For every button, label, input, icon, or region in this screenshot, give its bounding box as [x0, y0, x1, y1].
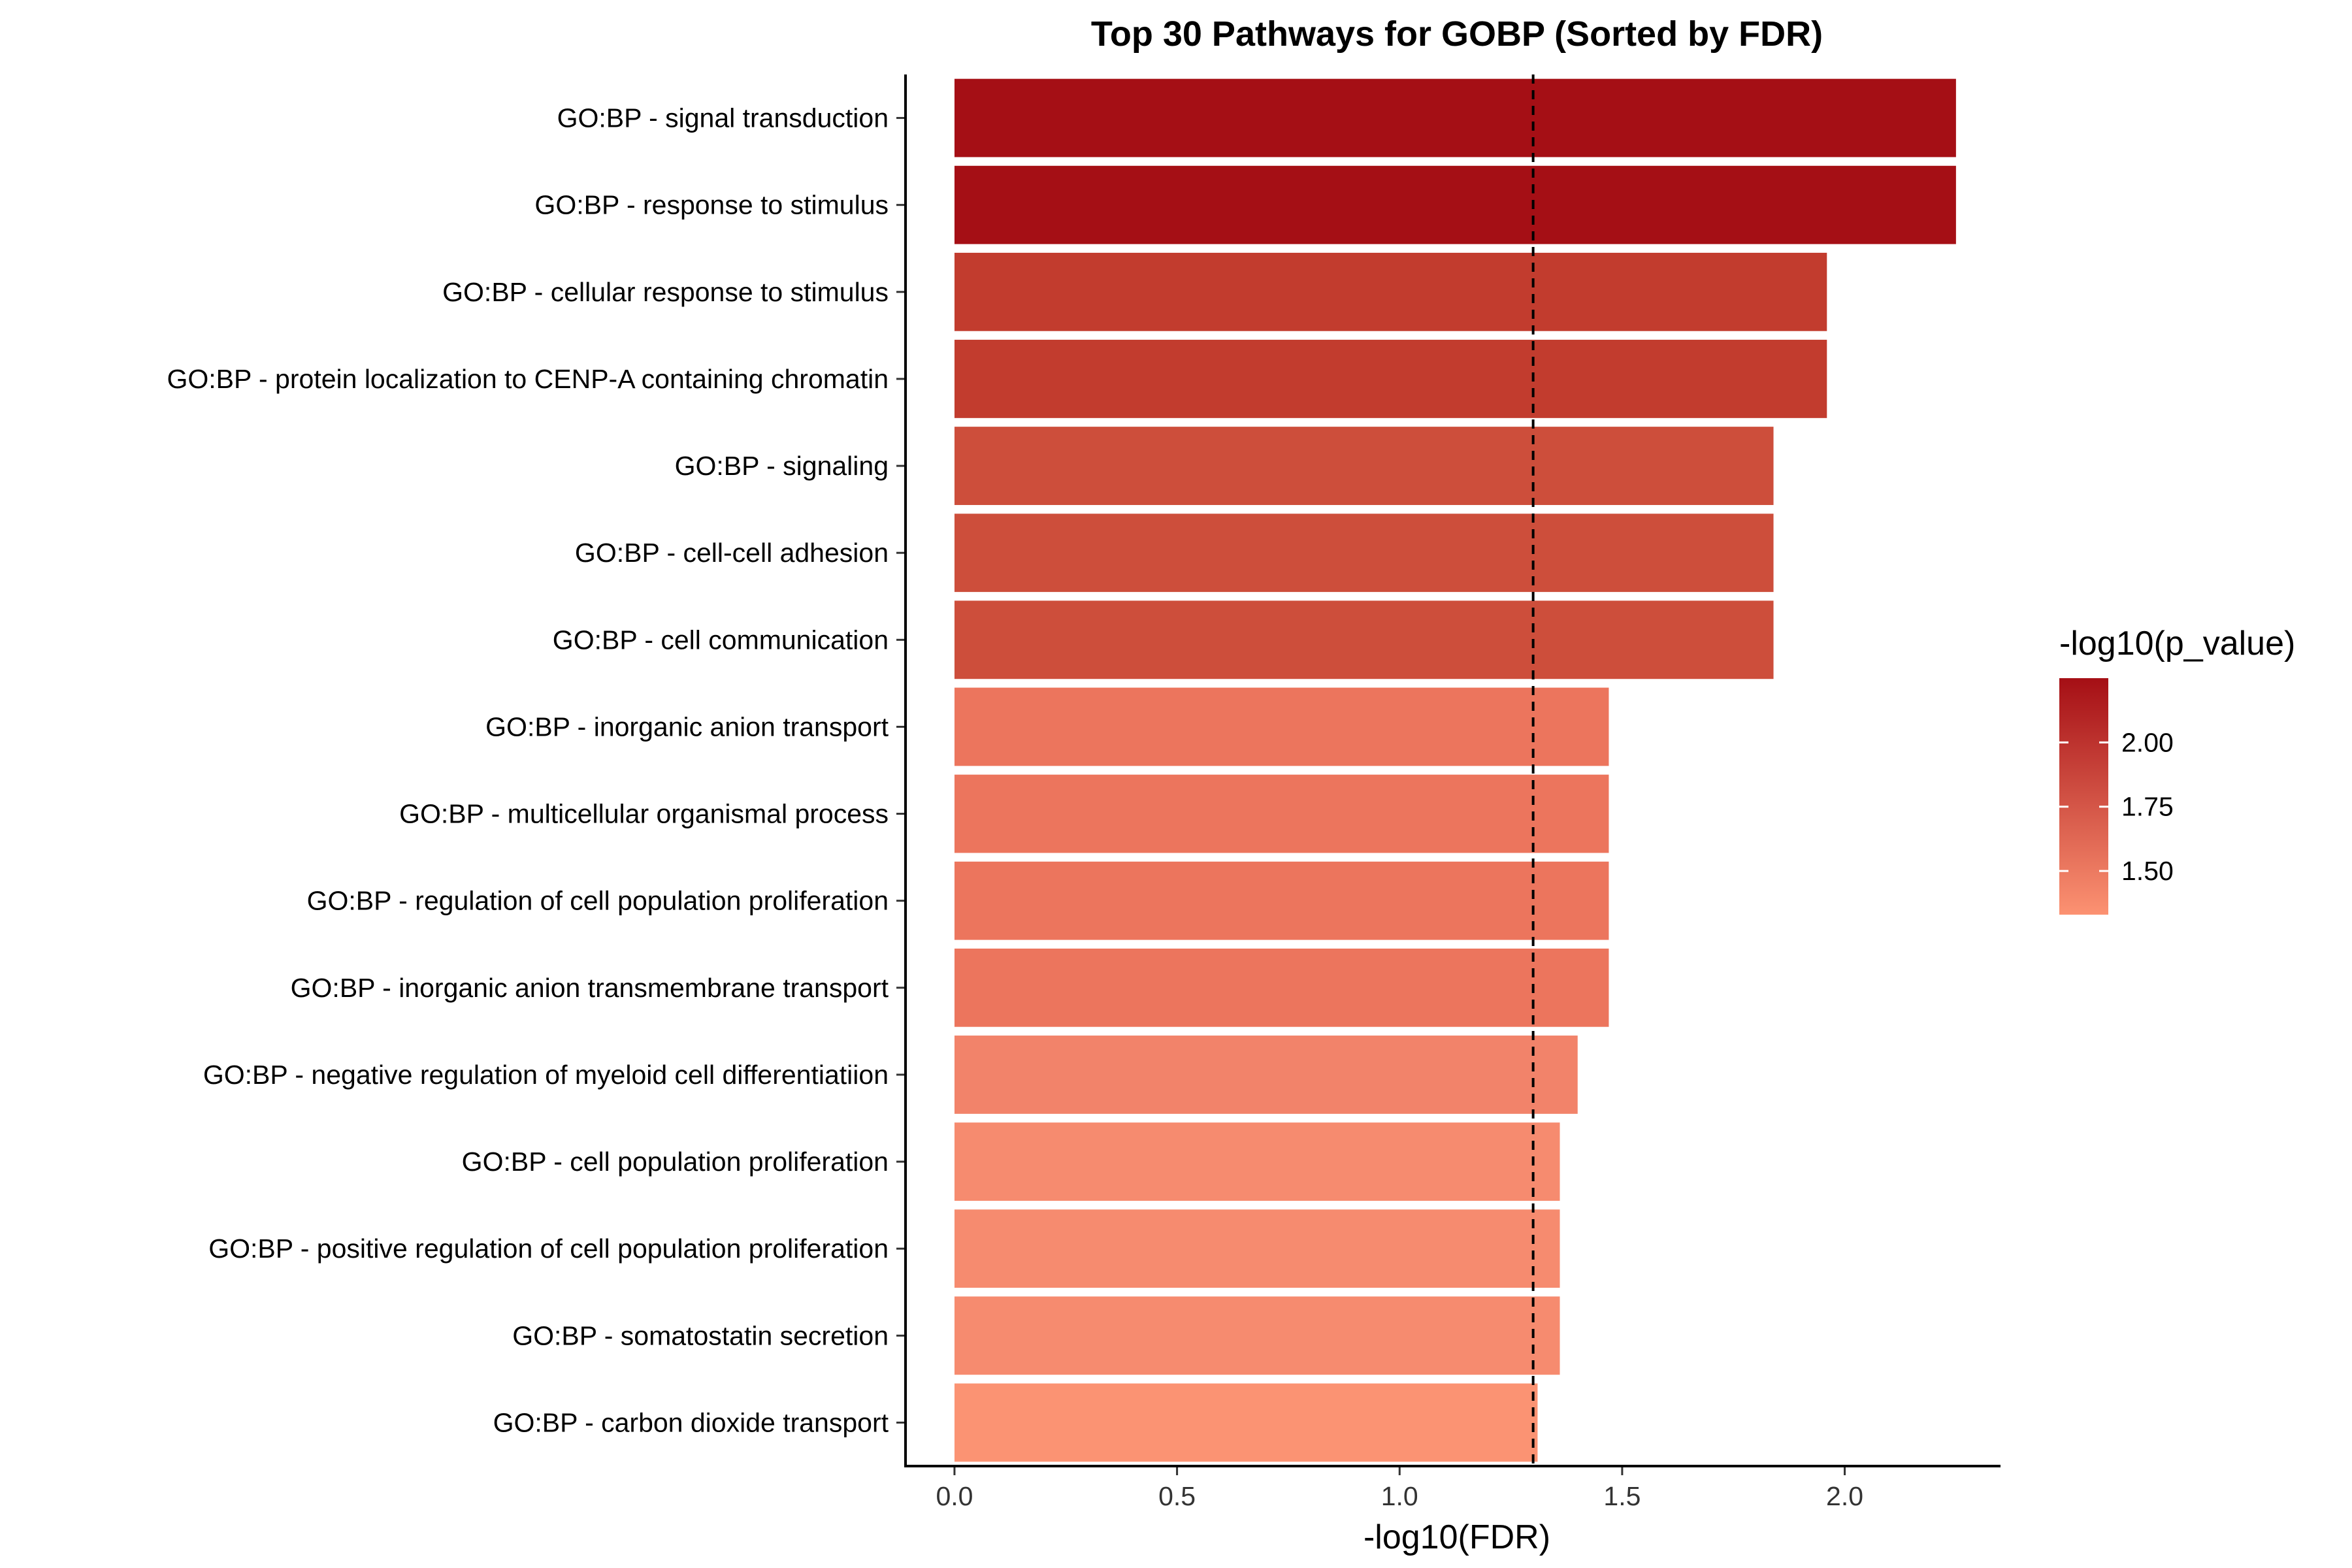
legend-tick-label: 1.75	[2121, 792, 2174, 822]
category-label: GO:BP - positive regulation of cell popu…	[208, 1233, 889, 1264]
bar	[954, 1122, 1560, 1201]
bars-group	[954, 78, 1956, 1462]
bar	[954, 600, 1774, 679]
bar	[954, 340, 1827, 418]
x-tick-label: 0.0	[936, 1481, 973, 1511]
category-label: GO:BP - multicellular organismal process	[399, 799, 889, 829]
bar	[954, 165, 1956, 244]
bar	[954, 861, 1609, 940]
legend-colorbar	[2059, 678, 2108, 915]
bar	[954, 252, 1827, 331]
chart-title: Top 30 Pathways for GOBP (Sorted by FDR)	[1091, 14, 1823, 54]
category-label: GO:BP - negative regulation of myeloid c…	[203, 1060, 889, 1090]
x-axis-ticks: 0.0 0.5 1.0 1.5 2.0	[936, 1466, 1863, 1511]
bar	[954, 78, 1956, 157]
category-label: GO:BP - cell population proliferation	[462, 1147, 889, 1177]
legend-ticks: 1.50 1.75 2.00	[2059, 727, 2174, 886]
bar	[954, 1296, 1560, 1375]
category-label: GO:BP - signal transduction	[557, 103, 889, 133]
legend-tick-label: 2.00	[2121, 727, 2174, 757]
category-label: GO:BP - inorganic anion transport	[485, 711, 889, 742]
category-label: GO:BP - regulation of cell population pr…	[307, 886, 889, 916]
legend-tick-label: 1.50	[2121, 856, 2174, 886]
category-label: GO:BP - response to stimulus	[534, 190, 889, 220]
bar	[954, 427, 1774, 505]
category-label: GO:BP - somatostatin secretion	[512, 1320, 889, 1350]
category-label: GO:BP - cell communication	[553, 625, 889, 655]
legend-title: -log10(p_value)	[2059, 625, 2295, 662]
bar	[954, 1036, 1578, 1114]
category-label: GO:BP - cellular response to stimulus	[442, 277, 889, 307]
category-labels: GO:BP - signal transduction GO:BP - respo…	[167, 103, 906, 1437]
category-label: GO:BP - cell-cell adhesion	[575, 538, 889, 568]
x-axis-title: -log10(FDR)	[1364, 1518, 1550, 1556]
bar	[954, 687, 1609, 766]
category-label: GO:BP - inorganic anion transmembrane tr…	[291, 973, 889, 1003]
bar	[954, 514, 1774, 593]
x-tick-label: 1.5	[1603, 1481, 1641, 1511]
x-tick-label: 2.0	[1826, 1481, 1863, 1511]
category-label: GO:BP - signaling	[675, 451, 889, 481]
color-legend: -log10(p_value) 1.50 1.75 2.00	[2059, 625, 2295, 915]
bar	[954, 1383, 1538, 1462]
category-label: GO:BP - protein localization to CENP-A c…	[167, 364, 889, 394]
category-label: GO:BP - carbon dioxide transport	[493, 1407, 889, 1437]
x-tick-label: 0.5	[1158, 1481, 1196, 1511]
x-tick-label: 1.0	[1381, 1481, 1418, 1511]
bar	[954, 948, 1609, 1027]
bar	[954, 774, 1609, 853]
bar	[954, 1209, 1560, 1288]
